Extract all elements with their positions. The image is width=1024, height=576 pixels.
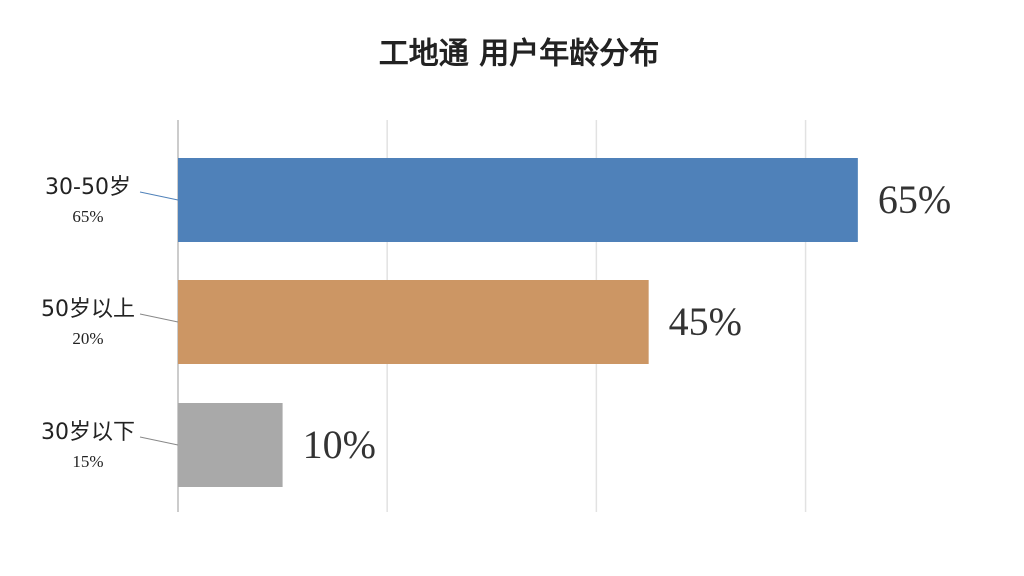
bar <box>178 280 649 364</box>
data-label: 45% <box>669 299 742 344</box>
data-label: 10% <box>303 422 376 467</box>
bar <box>178 403 283 487</box>
leader-line <box>139 313 179 323</box>
y-tick-sublabel: 15% <box>72 452 103 471</box>
y-tick-label: 50岁以上 <box>41 297 135 322</box>
data-label: 65% <box>878 177 951 222</box>
leader-line <box>139 191 179 201</box>
y-tick-sublabel: 65% <box>72 207 103 226</box>
chart-title: 工地通 用户年龄分布 <box>379 37 659 72</box>
y-tick-sublabel: 20% <box>72 329 103 348</box>
bar <box>178 158 858 242</box>
leader-line <box>139 436 179 446</box>
y-tick-label: 30-50岁 <box>45 175 131 200</box>
y-tick-label: 30岁以下 <box>41 420 135 445</box>
